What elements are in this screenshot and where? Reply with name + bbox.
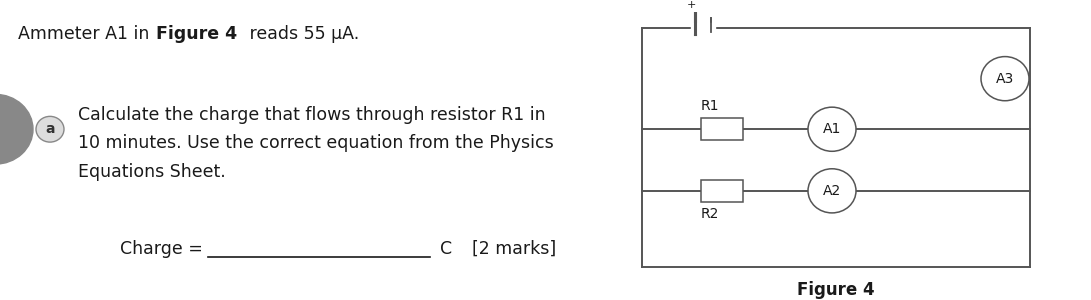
FancyBboxPatch shape bbox=[702, 118, 743, 140]
Text: Figure 4: Figure 4 bbox=[798, 281, 875, 299]
Text: A2: A2 bbox=[823, 184, 841, 198]
Text: A1: A1 bbox=[823, 122, 841, 136]
Text: [2 marks]: [2 marks] bbox=[472, 240, 556, 258]
Circle shape bbox=[808, 107, 856, 151]
Text: R2: R2 bbox=[702, 207, 719, 221]
Text: C: C bbox=[440, 240, 452, 258]
Text: Calculate the charge that flows through resistor R1 in: Calculate the charge that flows through … bbox=[77, 106, 546, 124]
Text: Equations Sheet.: Equations Sheet. bbox=[77, 163, 226, 181]
Circle shape bbox=[36, 116, 64, 142]
Text: R1: R1 bbox=[702, 99, 719, 113]
Circle shape bbox=[0, 94, 33, 164]
Text: Charge =: Charge = bbox=[120, 240, 203, 258]
Text: A3: A3 bbox=[996, 72, 1015, 86]
Text: reads 55 μA.: reads 55 μA. bbox=[244, 25, 360, 43]
Text: 10 minutes. Use the correct equation from the Physics: 10 minutes. Use the correct equation fro… bbox=[77, 134, 554, 152]
Circle shape bbox=[981, 57, 1029, 101]
Text: a: a bbox=[45, 122, 55, 136]
Text: Ammeter A1 in: Ammeter A1 in bbox=[17, 25, 155, 43]
Text: Figure 4: Figure 4 bbox=[156, 25, 238, 43]
Text: +: + bbox=[686, 0, 696, 10]
FancyBboxPatch shape bbox=[702, 180, 743, 202]
Circle shape bbox=[808, 169, 856, 213]
